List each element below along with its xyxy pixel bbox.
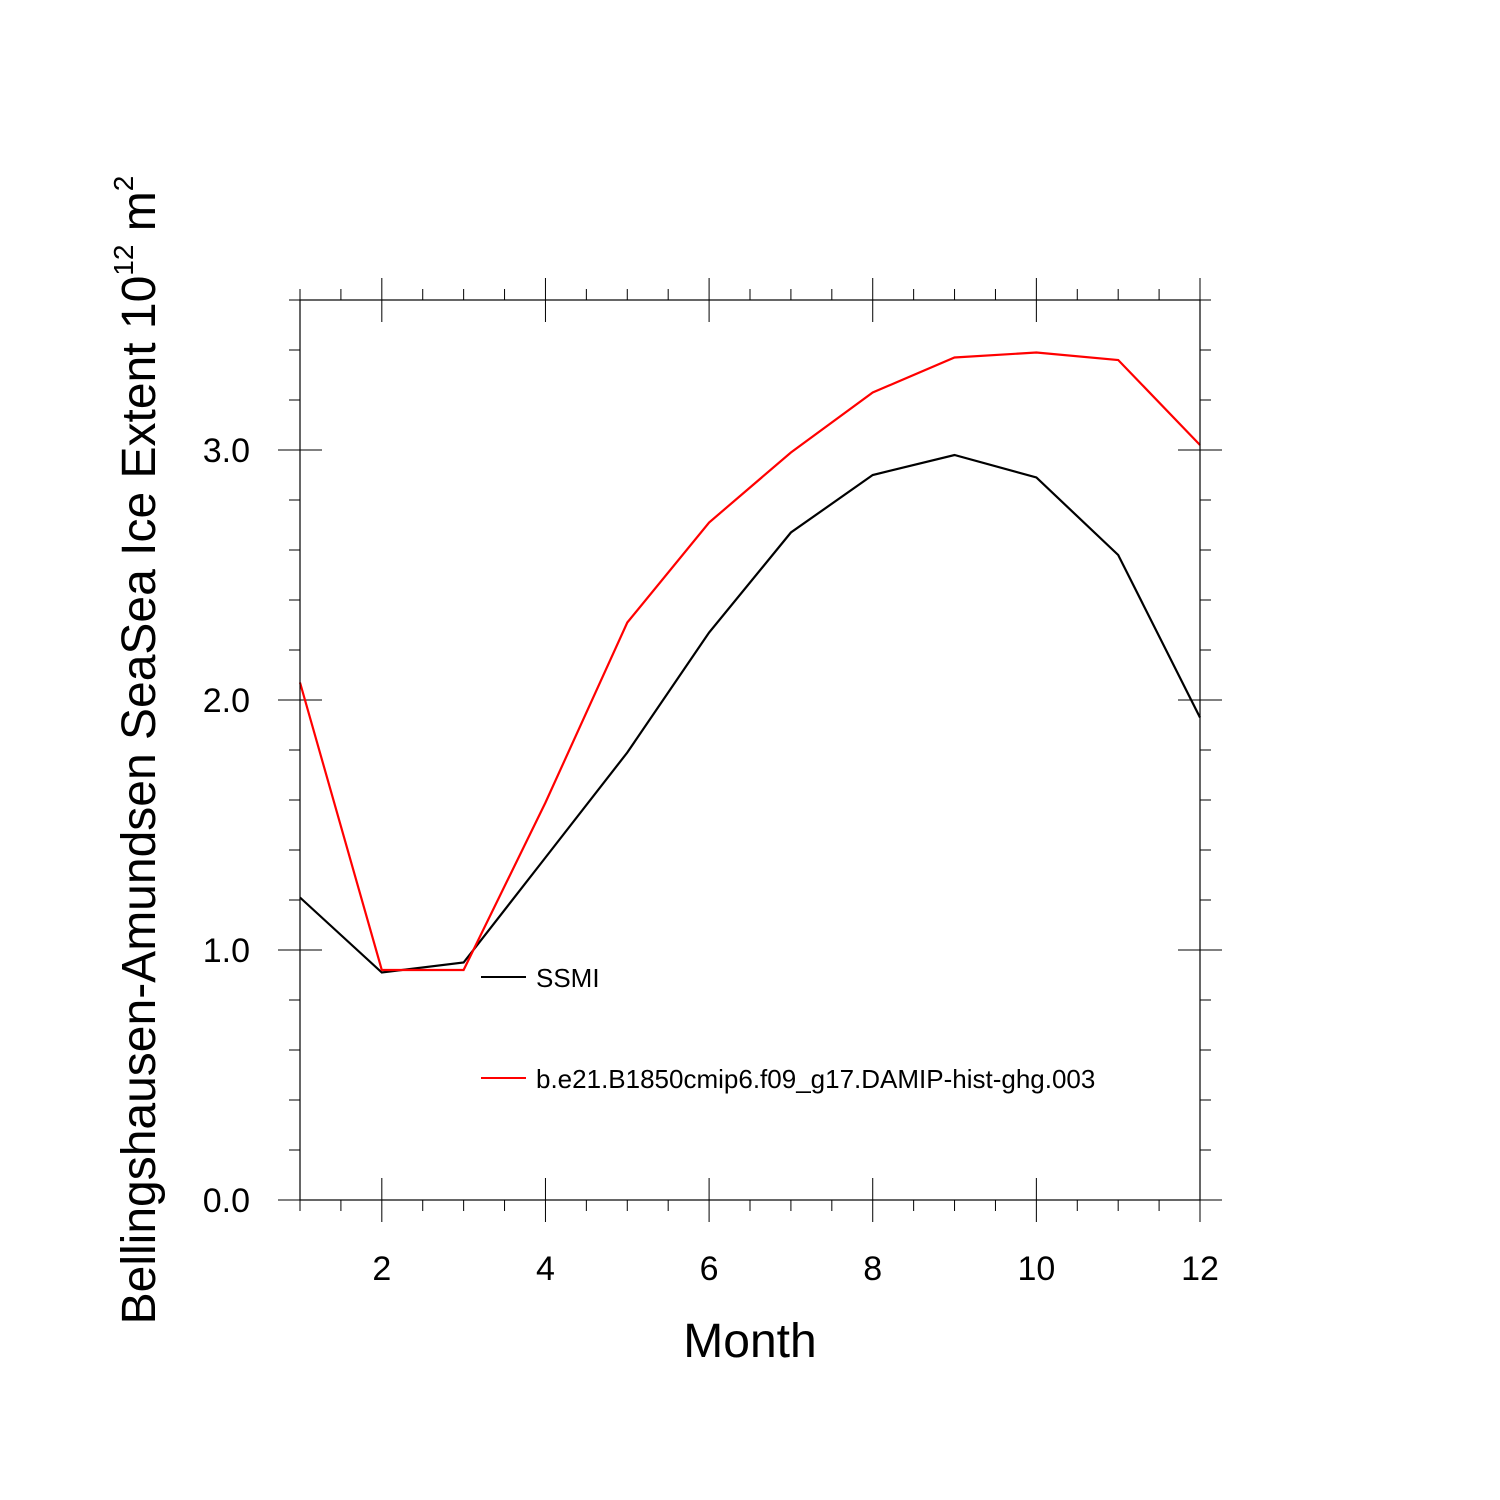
x-tick-label: 8 (863, 1250, 882, 1288)
x-axis-title: Month (683, 1315, 816, 1368)
x-tick-label: 10 (1017, 1250, 1055, 1288)
y-axis-title: Bellingshausen-Amundsen SeaSea Ice Exten… (108, 176, 166, 1325)
y-axis-title-unit-exponent: 2 (108, 176, 139, 192)
series-line-b-e21-b1850cmip6-f09-g17-damip-hist-ghg-003 (298, 351, 1201, 972)
x-tick-label: 4 (536, 1250, 555, 1288)
legend-label-ssmi: SSMI (536, 963, 600, 993)
x-tick-labels: 2 4 6 8 10 12 (372, 1250, 1219, 1288)
legend: SSMI b.e21.B1850cmip6.f09_g17.DAMIP-hist… (481, 963, 1095, 1094)
plot-frame (299, 299, 1201, 1201)
y-tick-label: 2.0 (203, 682, 250, 720)
x-tick-label: 2 (372, 1250, 391, 1288)
x-tick-label: 6 (700, 1250, 719, 1288)
series-layer (298, 351, 1201, 974)
x-tick-label: 12 (1181, 1250, 1219, 1288)
y-axis-title-exponent: 12 (108, 245, 139, 276)
y-axis-title-unit: m (113, 191, 166, 244)
y-tick-label: 1.0 (203, 932, 250, 970)
series-line-ssmi (299, 453, 1201, 974)
y-tick-label: 3.0 (203, 432, 250, 470)
legend-label-damip: b.e21.B1850cmip6.f09_g17.DAMIP-hist-ghg.… (536, 1064, 1095, 1094)
y-tick-labels: 0.0 1.0 2.0 3.0 (203, 432, 250, 1220)
minor-ticks (289, 289, 1211, 1211)
y-axis-title-main: Bellingshausen-Amundsen SeaSea Ice Exten… (113, 276, 166, 1325)
y-tick-label: 0.0 (203, 1182, 250, 1220)
